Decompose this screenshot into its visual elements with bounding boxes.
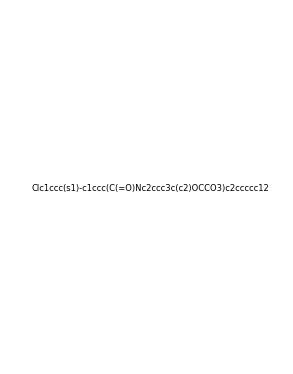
Text: Clc1ccc(s1)-c1ccc(C(=O)Nc2ccc3c(c2)OCCO3)c2ccccc12: Clc1ccc(s1)-c1ccc(C(=O)Nc2ccc3c(c2)OCCO3…: [31, 184, 269, 193]
